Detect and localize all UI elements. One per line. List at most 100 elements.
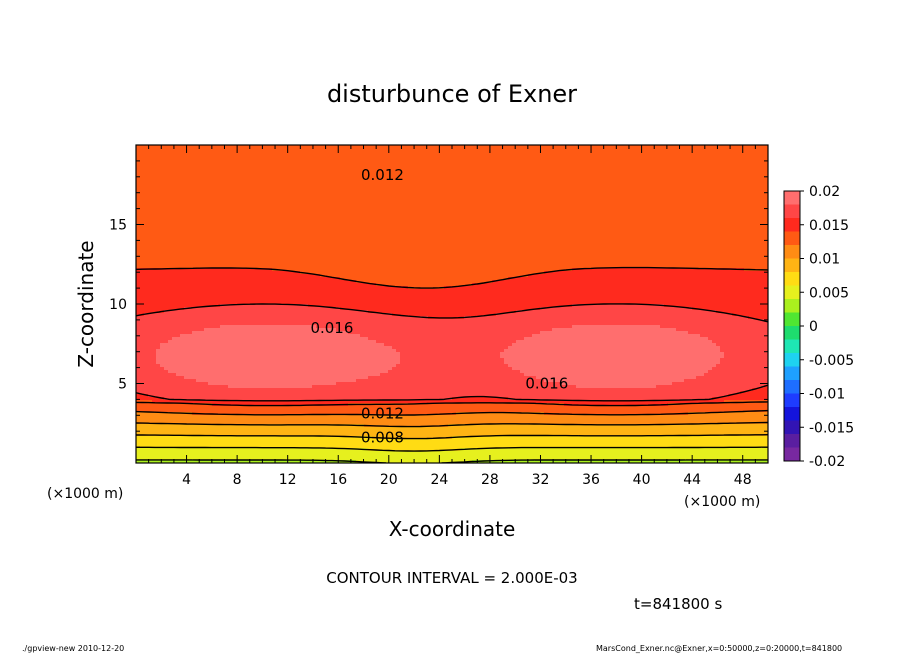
field-cell [176,232,181,236]
field-cell [156,382,161,386]
field-cell [228,193,233,197]
field-cell [304,340,309,344]
field-cell [244,415,249,419]
field-cell [256,433,261,437]
field-cell [292,346,297,350]
field-cell [252,367,257,371]
field-cell [320,346,325,350]
field-cell [148,223,153,227]
field-cell [312,208,317,212]
field-cell [220,337,225,341]
field-cell [176,352,181,356]
field-cell [220,295,225,299]
field-cell [164,169,169,173]
field-cell [152,163,157,167]
field-cell [220,454,225,458]
field-cell [160,436,165,440]
field-cell [276,187,281,191]
field-cell [148,298,153,302]
field-cell [160,262,165,266]
field-cell [156,283,161,287]
field-cell [188,232,193,236]
field-cell [208,379,213,383]
field-cell [220,163,225,167]
field-cell [284,148,289,152]
field-cell [216,271,221,275]
field-cell [260,187,265,191]
field-cell [200,148,205,152]
field-cell [268,229,273,233]
field-cell [296,211,301,215]
field-cell [280,322,285,326]
field-cell [244,250,249,254]
field-cell [300,322,305,326]
field-cell [248,325,253,329]
field-cell [136,211,141,215]
field-cell [152,226,157,230]
field-cell [164,301,169,305]
field-cell [148,196,153,200]
field-cell [288,283,293,287]
field-cell [136,187,141,191]
field-cell [200,226,205,230]
field-cell [268,283,273,287]
field-cell [148,328,153,332]
field-cell [284,412,289,416]
field-cell [160,271,165,275]
field-cell [156,397,161,401]
field-cell [276,391,281,395]
field-cell [280,163,285,167]
field-cell [292,331,297,335]
field-cell [264,376,269,380]
field-cell [252,202,257,206]
field-cell [212,163,217,167]
field-cell [220,181,225,185]
field-cell [280,367,285,371]
field-cell [236,145,241,149]
field-cell [268,280,273,284]
field-cell [324,175,329,179]
field-cell [156,175,161,179]
field-cell [320,400,325,404]
field-cell [156,253,161,257]
field-cell [224,349,229,353]
field-cell [280,145,285,149]
field-cell [296,445,301,449]
field-cell [248,265,253,269]
field-cell [180,223,185,227]
field-cell [288,295,293,299]
field-cell [276,415,281,419]
field-cell [164,442,169,446]
field-cell [192,451,197,455]
field-cell [204,448,209,452]
field-cell [276,214,281,218]
field-cell [200,274,205,278]
field-cell [156,148,161,152]
field-cell [192,232,197,236]
field-cell [264,286,269,290]
field-cell [296,442,301,446]
field-cell [312,409,317,413]
field-cell [188,352,193,356]
field-cell [288,160,293,164]
field-cell [148,244,153,248]
field-cell [160,229,165,233]
field-cell [264,211,269,215]
field-cell [244,145,249,149]
field-cell [152,262,157,266]
field-cell [284,268,289,272]
field-cell [180,403,185,407]
field-cell [304,346,309,350]
field-cell [168,214,173,218]
field-cell [320,340,325,344]
field-cell [204,325,209,329]
field-cell [160,337,165,341]
field-cell [184,280,189,284]
field-cell [292,373,297,377]
field-cell [296,457,301,461]
field-cell [280,172,285,176]
field-cell [260,241,265,245]
field-cell [264,205,269,209]
field-cell [192,223,197,227]
field-cell [136,388,141,392]
